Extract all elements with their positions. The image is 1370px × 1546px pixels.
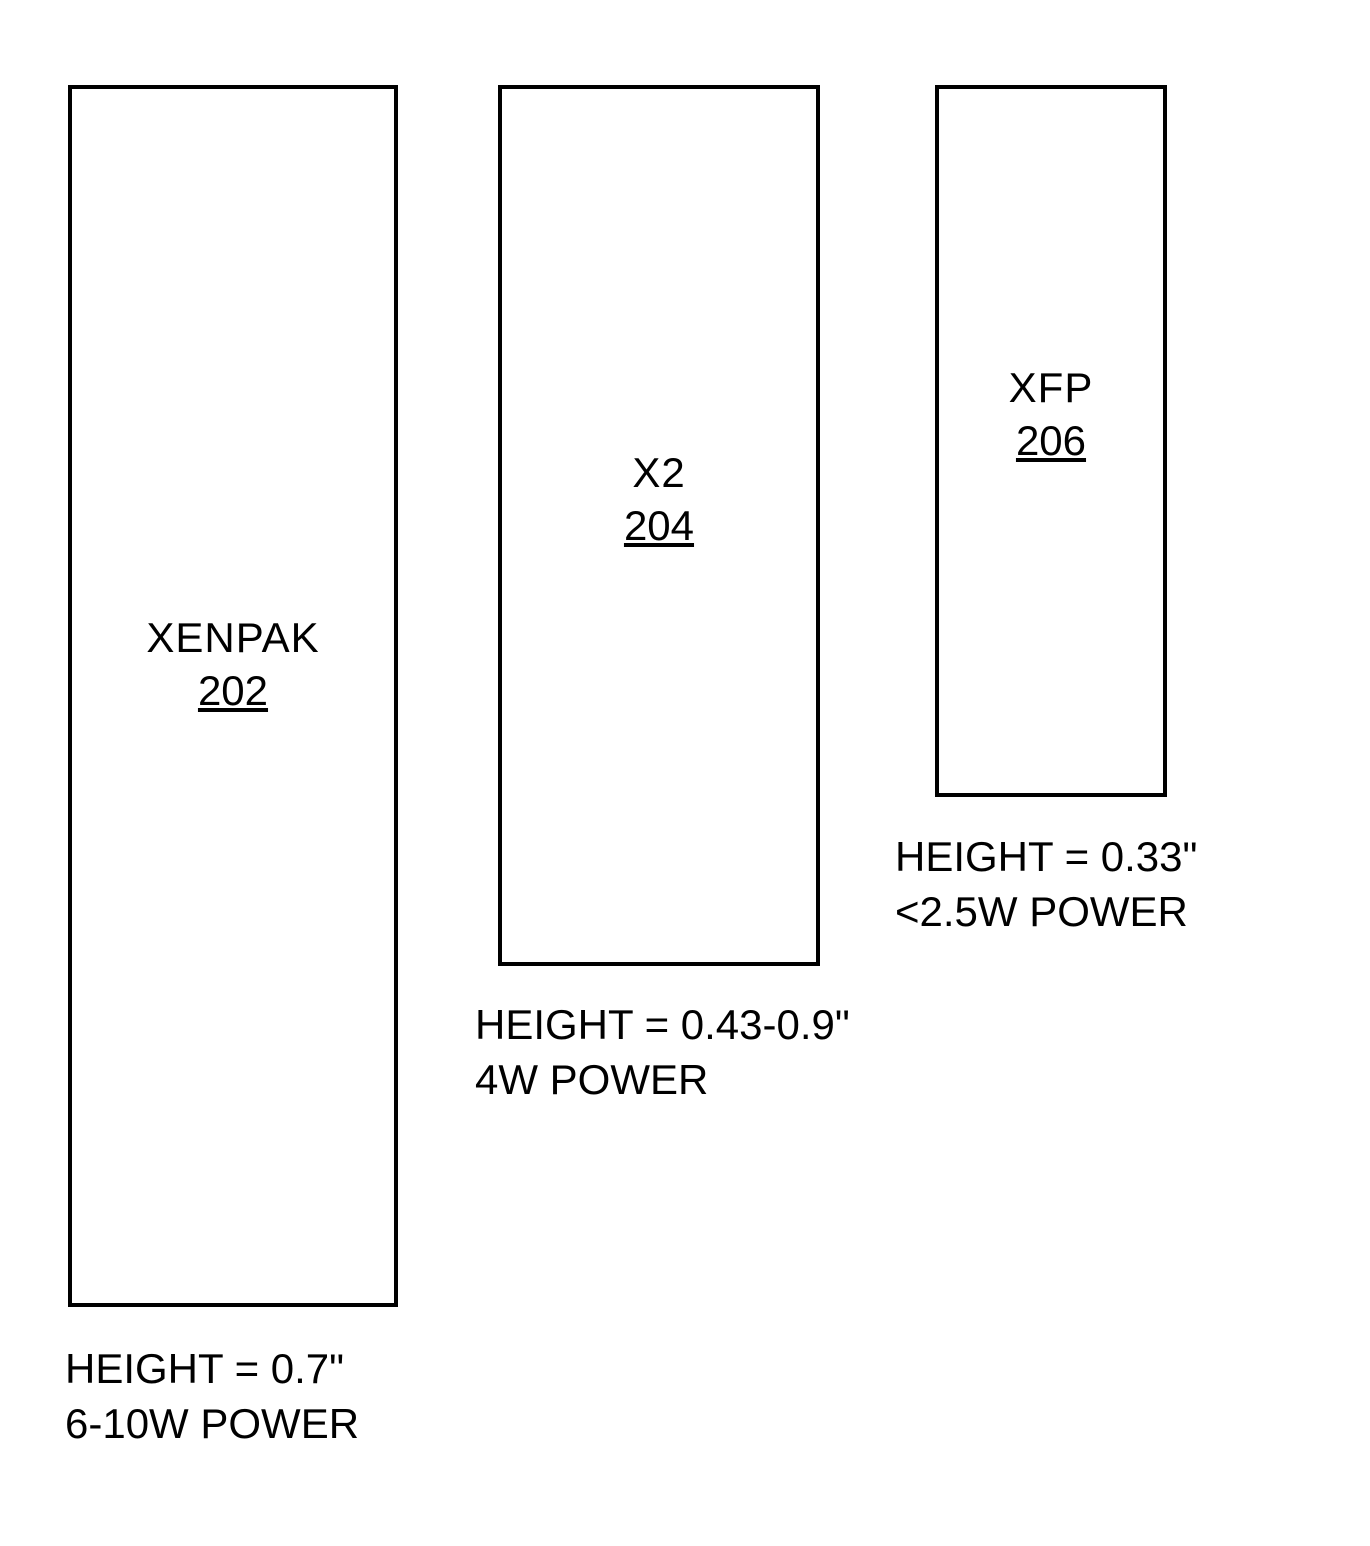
x2-name: X2 xyxy=(632,449,685,497)
xfp-ref: 206 xyxy=(1016,417,1086,465)
xfp-module-box: XFP 206 xyxy=(935,85,1167,797)
xenpak-ref: 202 xyxy=(198,667,268,715)
xenpak-specs: HEIGHT = 0.7" 6-10W POWER xyxy=(65,1342,359,1451)
xfp-height-spec: HEIGHT = 0.33" xyxy=(895,830,1197,885)
xfp-specs: HEIGHT = 0.33" <2.5W POWER xyxy=(895,830,1197,939)
xenpak-power-spec: 6-10W POWER xyxy=(65,1397,359,1452)
x2-height-spec: HEIGHT = 0.43-0.9" xyxy=(475,998,850,1053)
x2-specs: HEIGHT = 0.43-0.9" 4W POWER xyxy=(475,998,850,1107)
xenpak-module-box: XENPAK 202 xyxy=(68,85,398,1307)
xenpak-name: XENPAK xyxy=(146,614,319,662)
xfp-power-spec: <2.5W POWER xyxy=(895,885,1197,940)
x2-power-spec: 4W POWER xyxy=(475,1053,850,1108)
module-comparison-diagram: XENPAK 202 HEIGHT = 0.7" 6-10W POWER X2 … xyxy=(0,0,1370,1546)
x2-ref: 204 xyxy=(624,502,694,550)
x2-module-box: X2 204 xyxy=(498,85,820,966)
xenpak-height-spec: HEIGHT = 0.7" xyxy=(65,1342,359,1397)
xfp-name: XFP xyxy=(1009,364,1094,412)
